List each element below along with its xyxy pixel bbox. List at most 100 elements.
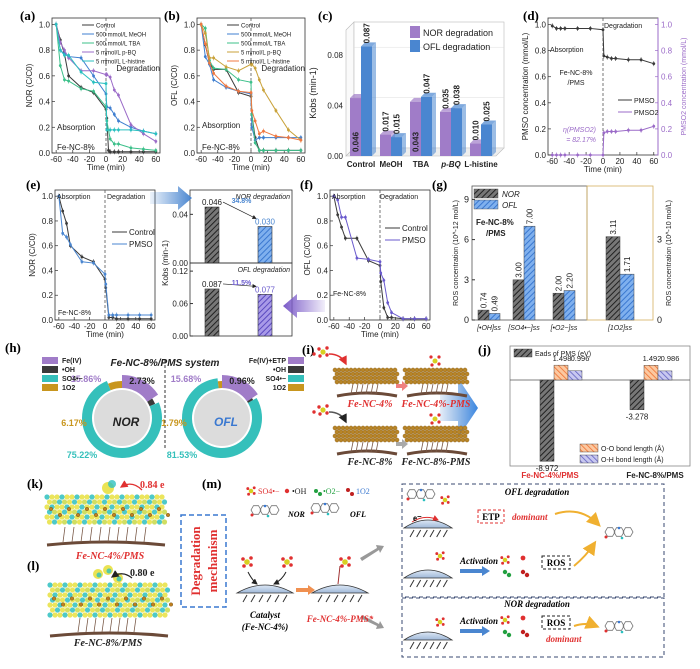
bond [440, 441, 444, 453]
nor-molecule-icon-n [263, 504, 267, 508]
charge-density [74, 597, 81, 603]
charge-density [129, 607, 136, 613]
bar-side [462, 104, 466, 156]
charge-density [131, 519, 138, 525]
legend-label: Control [129, 228, 155, 237]
atom [380, 433, 386, 439]
bond [435, 441, 439, 453]
mechanism-title-line2: mechanism [205, 529, 220, 592]
atom [352, 433, 358, 439]
charge-density [82, 582, 88, 588]
x-tick-label: -60 [50, 155, 62, 164]
annotation-absorption: Absorption [332, 194, 366, 201]
panel-label-d: (d) [523, 8, 539, 23]
charge-density [112, 592, 118, 598]
charge-density [94, 607, 101, 613]
bar [470, 143, 481, 156]
legend-swatch [288, 357, 304, 364]
charge-density [157, 582, 163, 588]
charge-density [107, 612, 113, 618]
atom [394, 371, 400, 377]
charge-density [87, 612, 93, 618]
singlet-o2-icon [520, 569, 526, 575]
bond [425, 441, 429, 453]
y-tick-label: 1.0 [535, 21, 547, 30]
atom [382, 379, 388, 385]
pms-o-atom [282, 564, 286, 568]
y-tick-label: 1.0 [184, 20, 196, 29]
annotation-sample-2: /PMS [486, 229, 506, 238]
charge-density [117, 592, 123, 598]
charge-density [124, 514, 130, 520]
charge-density [46, 519, 53, 525]
pms-o-atom [500, 556, 504, 560]
legend-1o2: 1O2 [356, 487, 370, 496]
molecule-label-ofl: OFL [350, 510, 366, 519]
legend-label: Fe(IV)+ETP [249, 358, 286, 365]
atom [370, 379, 376, 385]
atom [123, 596, 128, 601]
ofl-molecule-icon [613, 527, 625, 537]
bond [93, 617, 97, 633]
atom [96, 602, 101, 607]
y-axis-label: PMSO concentration (mmol/L) [521, 32, 530, 140]
atom [454, 425, 460, 431]
charge-density [62, 582, 68, 588]
atom [430, 367, 436, 373]
atom [410, 425, 416, 431]
atom [448, 379, 454, 385]
pms-o-atom [246, 487, 250, 491]
electron-label: e⁻ [413, 513, 422, 523]
data-label: 0.49 [491, 295, 500, 311]
atom [364, 433, 370, 439]
arrow-icon [360, 545, 384, 561]
charge-density [79, 607, 86, 613]
atom [404, 379, 410, 385]
atom [129, 513, 134, 518]
pms-o-atom [312, 410, 316, 414]
legend-swatch [513, 348, 533, 358]
atom [159, 596, 164, 601]
atom [380, 425, 386, 431]
x-tick-label: 0 [103, 322, 108, 331]
atom [332, 367, 338, 373]
arrow-i-to-j-icon [440, 378, 478, 438]
charge-density [69, 587, 76, 593]
catalyst-surface-hatch [242, 594, 248, 603]
legend-swatch [473, 199, 499, 210]
bond [445, 441, 449, 453]
charge-density [127, 612, 133, 618]
pms-o-atom [441, 551, 445, 555]
atom [338, 379, 344, 385]
charge-density [52, 612, 58, 618]
charge-density [159, 514, 165, 520]
label-fe-nc-4-pms: Fe-NC-4%-PMS [401, 399, 471, 410]
y-axis-label: Kobs (min-1) [161, 240, 170, 286]
atom [370, 371, 376, 377]
atom [412, 371, 418, 377]
pms-o-atom [347, 556, 351, 560]
y-tick-label: 0.8 [42, 217, 54, 226]
atom [384, 367, 390, 373]
atom [458, 375, 464, 381]
pms-o-atom [312, 352, 316, 356]
atom [165, 513, 170, 518]
legend-swatch [42, 357, 58, 364]
charge-density [57, 592, 63, 598]
atom [410, 367, 416, 373]
bar-top [380, 130, 395, 135]
legend-swatch [288, 384, 304, 391]
oh-radical-icon [520, 615, 526, 621]
bar [204, 206, 220, 264]
charge-density [136, 519, 143, 525]
charge-density [84, 494, 90, 500]
charge-density [164, 597, 171, 603]
donut-slice [247, 398, 254, 403]
charge-density [96, 499, 103, 505]
y-tick-label: 0.0 [535, 151, 547, 160]
charge-density [62, 592, 68, 598]
charge-density [161, 499, 168, 505]
y-axis-label: OFL (C/C0) [303, 234, 312, 275]
charge-density [54, 504, 60, 510]
